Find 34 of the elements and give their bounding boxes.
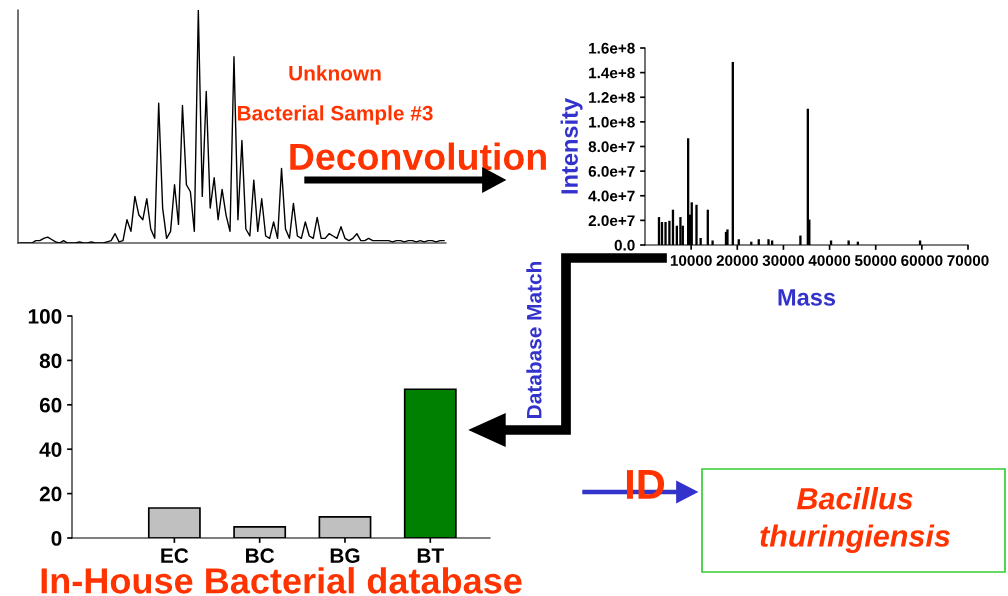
y-tick-label: 1.0e+8 bbox=[589, 116, 635, 128]
y-axis-title: Intensity bbox=[560, 98, 583, 194]
y-tick-label: 2.0e+7 bbox=[588, 215, 635, 227]
x-tick-label: BT bbox=[417, 548, 444, 563]
y-tick-label: 100 bbox=[28, 309, 62, 324]
y-tick-label: 8.0e+7 bbox=[588, 141, 635, 153]
x-tick-label: 40000 bbox=[808, 255, 851, 266]
x-axis-title: Mass bbox=[778, 289, 836, 306]
text: Database Match bbox=[526, 261, 542, 418]
x-tick-label: 60000 bbox=[901, 255, 943, 266]
y-tick-label: 1.4e+8 bbox=[589, 67, 635, 79]
x-tick-label: 50000 bbox=[854, 255, 897, 266]
x-tick-label: 10000 bbox=[670, 255, 712, 266]
x-tick-label: BG bbox=[330, 548, 360, 564]
x-axis-title: In-House Bacterial database bbox=[41, 567, 522, 594]
y-tick-label: 40 bbox=[39, 442, 62, 457]
y-tick-label: 80 bbox=[39, 353, 62, 369]
y-tick-label: 60 bbox=[39, 397, 62, 413]
y-tick-label: 1.6e+8 bbox=[589, 42, 635, 54]
y-tick-label: 20 bbox=[39, 486, 62, 502]
text: Bacillus thuringiensis bbox=[760, 487, 950, 553]
x-tick-label: BC bbox=[246, 548, 275, 564]
annotation: Deconvolution bbox=[290, 142, 546, 171]
y-tick-label: 1.2e+8 bbox=[589, 92, 635, 103]
y-tick-label: 6.0e+7 bbox=[588, 165, 635, 177]
x-tick-label: 70000 bbox=[947, 255, 989, 266]
y-tick-label: 0 bbox=[51, 531, 62, 546]
y-tick-label: 0.0 bbox=[614, 239, 635, 251]
x-tick-label: EC bbox=[161, 548, 189, 564]
annotation: Unknown bbox=[289, 65, 381, 81]
x-tick-label: 30000 bbox=[762, 255, 805, 266]
annotation: Bacterial Sample #3 bbox=[237, 105, 433, 125]
x-tick-label: 20000 bbox=[716, 255, 758, 266]
y-tick-label: 4.0e+7 bbox=[588, 190, 635, 202]
